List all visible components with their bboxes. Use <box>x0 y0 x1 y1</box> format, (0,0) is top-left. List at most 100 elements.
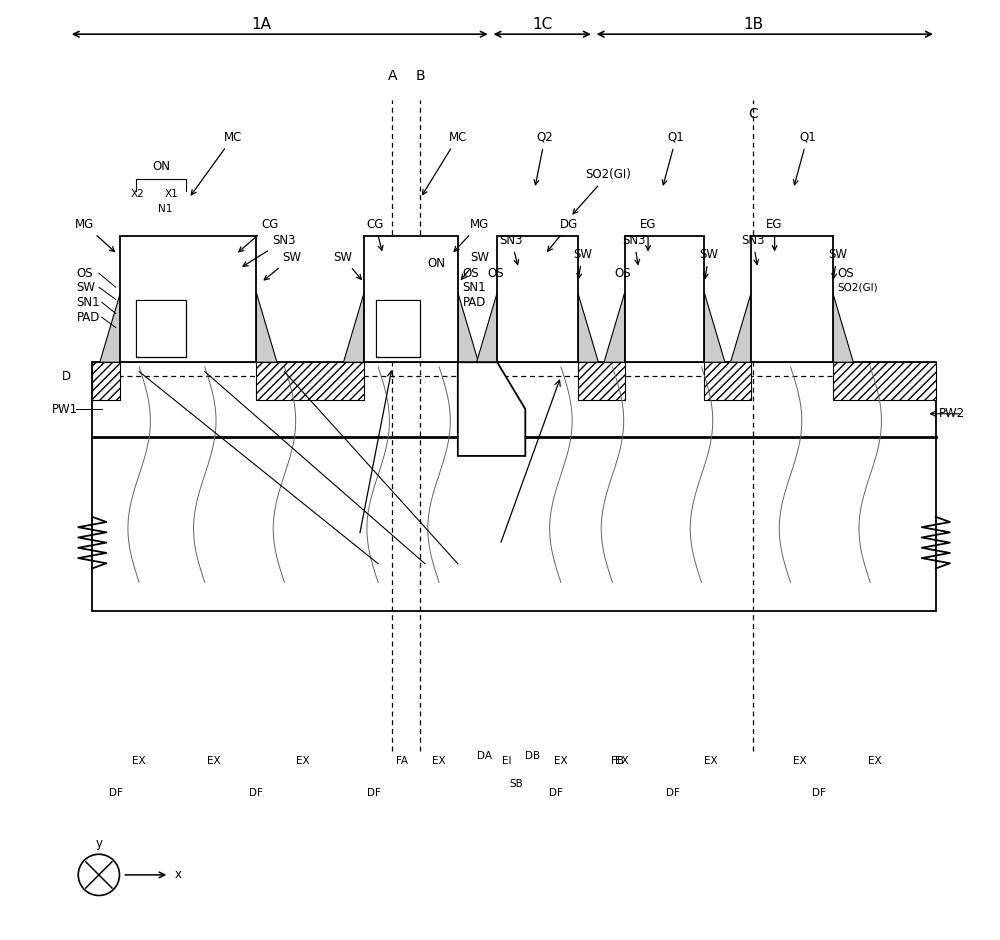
Text: EX: EX <box>704 756 718 765</box>
Polygon shape <box>100 292 120 362</box>
Text: SB: SB <box>509 779 523 789</box>
Text: ON: ON <box>428 258 446 271</box>
Text: DF: DF <box>812 789 826 798</box>
Text: Q1: Q1 <box>662 131 685 185</box>
Text: SN3: SN3 <box>622 234 646 264</box>
Text: MG: MG <box>75 218 115 252</box>
Text: SW: SW <box>333 251 361 279</box>
Polygon shape <box>704 292 725 362</box>
Text: SN3: SN3 <box>741 234 765 264</box>
Text: SW: SW <box>700 248 719 278</box>
Text: OS: OS <box>837 267 854 280</box>
Text: EG: EG <box>640 218 656 250</box>
Text: 1C: 1C <box>532 17 552 32</box>
Text: EX: EX <box>615 756 629 765</box>
Text: D: D <box>62 369 71 383</box>
Text: DF: DF <box>549 789 563 798</box>
Text: SO2(GI): SO2(GI) <box>573 168 631 213</box>
Text: DF: DF <box>249 789 263 798</box>
Text: PAD: PAD <box>76 311 100 323</box>
Text: 1B: 1B <box>743 17 763 32</box>
Bar <box>364 236 458 362</box>
Text: SW: SW <box>461 251 489 279</box>
Bar <box>833 362 936 400</box>
Polygon shape <box>578 292 598 362</box>
Text: OS: OS <box>488 267 504 280</box>
Text: SW: SW <box>828 248 847 278</box>
Polygon shape <box>833 292 853 362</box>
Bar <box>137 301 185 356</box>
Bar <box>626 237 703 361</box>
Polygon shape <box>458 362 525 456</box>
Bar <box>365 237 457 361</box>
Text: DF: DF <box>666 789 680 798</box>
Text: PW2: PW2 <box>939 407 965 420</box>
Bar <box>120 236 256 362</box>
Text: A: A <box>387 70 397 84</box>
Text: SN1: SN1 <box>76 296 100 308</box>
Bar <box>136 300 186 357</box>
Text: 1A: 1A <box>251 17 271 32</box>
Text: ON: ON <box>152 160 170 173</box>
Bar <box>751 236 833 362</box>
Text: SO2(GI): SO2(GI) <box>837 282 878 292</box>
Text: DB: DB <box>525 751 540 760</box>
Text: CG: CG <box>367 218 384 250</box>
Text: X1: X1 <box>165 189 179 198</box>
Text: SN1: SN1 <box>463 281 486 293</box>
Text: SW: SW <box>76 281 95 293</box>
Text: OS: OS <box>76 267 93 280</box>
Bar <box>377 301 419 356</box>
Polygon shape <box>458 292 478 362</box>
Bar <box>458 362 497 400</box>
Text: Q2: Q2 <box>534 131 553 185</box>
Text: SW: SW <box>573 248 592 278</box>
Text: X2: X2 <box>130 189 144 198</box>
Bar <box>578 362 625 400</box>
Text: DF: DF <box>367 789 380 798</box>
Polygon shape <box>256 292 277 362</box>
Text: PAD: PAD <box>463 296 486 308</box>
Text: MG: MG <box>454 218 489 251</box>
Text: MC: MC <box>191 131 242 195</box>
Text: OS: OS <box>614 267 631 280</box>
Text: EX: EX <box>554 756 568 765</box>
Text: Q1: Q1 <box>793 131 816 185</box>
Bar <box>92 362 120 400</box>
Text: DF: DF <box>109 789 123 798</box>
Polygon shape <box>343 292 364 362</box>
Text: EX: EX <box>207 756 221 765</box>
Text: DA: DA <box>477 751 492 760</box>
Bar <box>497 236 578 362</box>
Text: SN3: SN3 <box>499 234 523 264</box>
Text: B: B <box>416 70 425 84</box>
Text: EX: EX <box>868 756 882 765</box>
Text: N1: N1 <box>158 205 173 214</box>
Text: SN3: SN3 <box>243 234 296 266</box>
Text: DG: DG <box>548 218 578 251</box>
Text: EX: EX <box>132 756 146 765</box>
Text: SW: SW <box>264 251 301 280</box>
Text: CG: CG <box>239 218 279 252</box>
Text: EX: EX <box>793 756 807 765</box>
Bar <box>498 237 577 361</box>
Bar <box>376 300 420 357</box>
Text: FA: FA <box>396 756 408 765</box>
Text: x: x <box>175 869 182 882</box>
Text: MC: MC <box>423 131 467 195</box>
Bar <box>121 237 255 361</box>
Polygon shape <box>731 292 751 362</box>
Text: y: y <box>95 837 102 850</box>
Bar <box>625 236 704 362</box>
Bar <box>92 362 936 611</box>
Text: EG: EG <box>766 218 783 250</box>
Text: EX: EX <box>432 756 446 765</box>
Bar <box>256 362 364 400</box>
Polygon shape <box>477 292 497 362</box>
Text: OS: OS <box>463 267 479 280</box>
Text: PW1: PW1 <box>52 402 78 415</box>
Text: FB: FB <box>611 756 624 765</box>
Bar <box>704 362 751 400</box>
Text: EI: EI <box>502 756 511 765</box>
Text: EX: EX <box>296 756 310 765</box>
